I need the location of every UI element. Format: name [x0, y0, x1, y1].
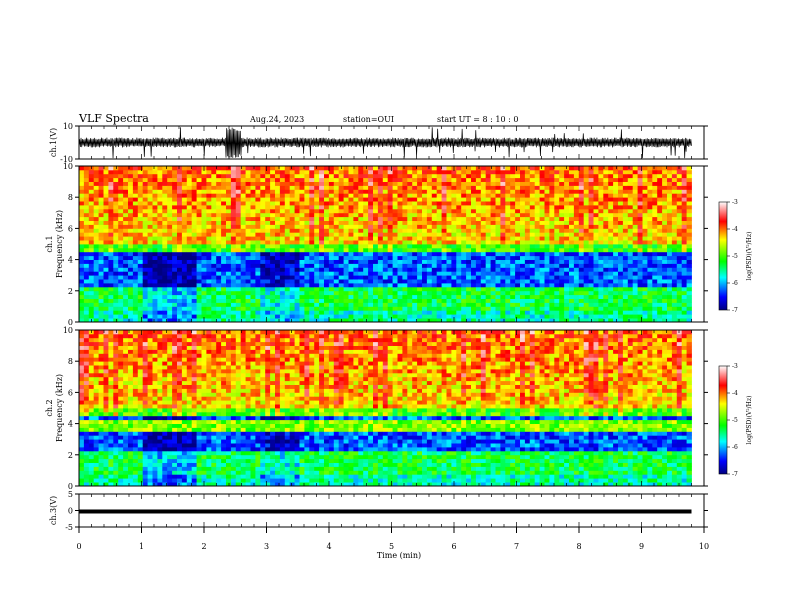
colorbar-tick-label-2-3: -6 [732, 444, 738, 451]
x-tick-label-4: 4 [326, 542, 331, 551]
x-tick-label-5: 5 [389, 542, 394, 551]
ylabel-2-line1: ch.1 [45, 235, 54, 252]
y-tick-label-4-1: 0 [68, 507, 73, 516]
x-tick-label-3: 3 [264, 542, 269, 551]
colorbar-label-1: log(PSD)(V²/Hz) [746, 232, 753, 281]
ch3-waveform-line [79, 509, 692, 514]
x-tick-label-6: 6 [451, 542, 456, 551]
date-label: Aug.24, 2023 [250, 115, 305, 124]
colorbar-label-2: log(PSD)(V²/Hz) [746, 396, 753, 445]
ch1-waveform-line [78, 127, 692, 159]
y-tick-label-3-5: 10 [63, 326, 73, 335]
ch1-spectrogram-cells [79, 166, 692, 323]
y-tick-label-3-2: 4 [68, 420, 73, 429]
y-tick-label-4-2: -5 [65, 523, 73, 532]
x-tick-label-8: 8 [576, 542, 581, 551]
ylabel-3-line2: Frequency (kHz) [55, 374, 64, 442]
ch2-spectrogram-cells [79, 330, 692, 487]
y-tick-label-2-4: 8 [68, 193, 73, 202]
x-axis-label: Time (min) [377, 551, 421, 560]
colorbar-tick-label-1-0: -3 [732, 199, 738, 206]
colorbar-tick-label-2-1: -4 [732, 390, 738, 397]
y-tick-label-1-0: 10 [63, 122, 73, 131]
ylabel-3-line1: ch.2 [45, 399, 54, 416]
y-tick-label-3-4: 8 [68, 357, 73, 366]
x-tick-label-1: 1 [139, 542, 144, 551]
y-tick-label-2-2: 4 [68, 256, 73, 265]
station-label: station=OUI [343, 115, 394, 124]
x-tick-label-9: 9 [639, 542, 644, 551]
y-tick-label-4-0: 5 [68, 490, 73, 499]
colorbar-tick-label-1-3: -6 [732, 280, 738, 287]
colorbar-tick-label-2-2: -5 [732, 417, 738, 424]
ylabel-1: ch.1(V) [49, 128, 58, 157]
y-tick-label-3-3: 6 [68, 388, 73, 397]
colorbar-tick-label-2-4: -7 [732, 471, 738, 478]
ylabel-2-line2: Frequency (kHz) [55, 210, 64, 278]
chart-title: VLF Spectra [79, 112, 149, 125]
x-tick-label-7: 7 [514, 542, 519, 551]
y-tick-label-2-3: 6 [68, 224, 73, 233]
start-time-label: start UT = 8 : 10 : 0 [437, 115, 519, 124]
y-tick-label-2-0: 0 [68, 318, 73, 327]
colorbar-tick-label-1-2: -5 [732, 253, 738, 260]
colorbar-tick-label-1-4: -7 [732, 307, 738, 314]
colorbar-2 [718, 365, 728, 475]
colorbar-1 [718, 201, 728, 311]
y-tick-label-2-1: 2 [68, 287, 73, 296]
y-tick-label-1-1: -10 [60, 155, 73, 164]
x-tick-label-0: 0 [76, 542, 81, 551]
x-tick-label-10: 10 [699, 542, 709, 551]
y-tick-label-3-1: 2 [68, 451, 73, 460]
x-tick-label-2: 2 [201, 542, 206, 551]
colorbar-tick-label-1-1: -4 [732, 226, 738, 233]
colorbar-tick-label-2-0: -3 [732, 363, 738, 370]
ylabel-4: ch.3(V) [49, 496, 58, 525]
y-tick-label-3-0: 0 [68, 482, 73, 491]
y-tick-label-2-5: 10 [63, 162, 73, 171]
